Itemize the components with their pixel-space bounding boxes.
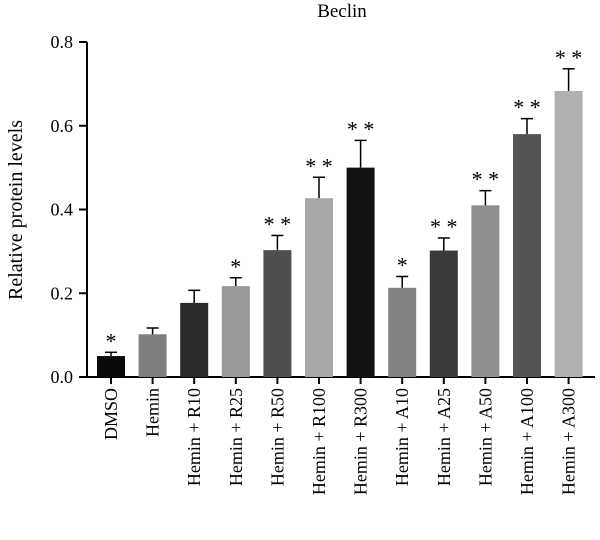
bar: [97, 356, 125, 377]
x-tick-label: Hemin + R300: [351, 388, 371, 495]
bar: [554, 90, 583, 378]
x-tick-label: Hemin + R25: [226, 388, 246, 486]
bar: [180, 302, 209, 377]
significance-mark: *: [397, 253, 408, 278]
bar: [221, 286, 250, 377]
x-tick-label: Hemin + A50: [475, 388, 495, 486]
bar: [513, 134, 541, 377]
y-tick-label: 0.8: [51, 32, 74, 52]
significance-mark: *: [230, 254, 241, 279]
y-tick-label: 0.0: [51, 367, 74, 387]
bar: [138, 334, 167, 377]
x-tick-label: Hemin + A300: [559, 388, 579, 495]
x-tick-label: DMSO: [101, 388, 121, 440]
error-bars: [105, 68, 575, 357]
bars: [97, 90, 583, 378]
y-axis-label: Relative protein levels: [5, 120, 27, 300]
chart-title: Beclin: [317, 1, 367, 22]
x-tick-label: Hemin + A100: [517, 388, 537, 495]
x-tick-label: Hemin + R100: [309, 388, 329, 495]
bar: [305, 198, 333, 377]
y-ticks: 0.0 0.2 0.4 0.6 0.8: [51, 32, 87, 387]
bar: [263, 250, 292, 377]
significance-mark: * *: [347, 116, 375, 141]
bar: [471, 205, 500, 377]
bar: [388, 287, 417, 377]
significance-mark: * *: [430, 214, 458, 239]
x-tick-label: Hemin: [143, 388, 163, 437]
x-tick-label: Hemin + A10: [392, 388, 412, 486]
bar: [346, 167, 375, 377]
significance-mark: * *: [305, 153, 333, 178]
x-tick-label: Hemin + R10: [184, 388, 204, 486]
significance-mark: * *: [555, 45, 583, 70]
significance-mark: *: [106, 328, 117, 353]
x-tick-labels: DMSO Hemin Hemin + R10 Hemin + R25 Hemin + R…: [101, 377, 579, 495]
significance-mark: * *: [513, 95, 541, 120]
significance-marks: * * * * * * * * * * * * * * * * *: [106, 45, 583, 353]
y-tick-label: 0.6: [51, 116, 74, 136]
significance-mark: * *: [264, 211, 292, 236]
bar: [429, 250, 458, 377]
x-tick-label: Hemin + A25: [434, 388, 454, 486]
x-tick-label: Hemin + R50: [267, 388, 287, 486]
significance-mark: * *: [472, 167, 500, 192]
y-tick-label: 0.4: [51, 200, 74, 220]
y-tick-label: 0.2: [51, 283, 74, 303]
